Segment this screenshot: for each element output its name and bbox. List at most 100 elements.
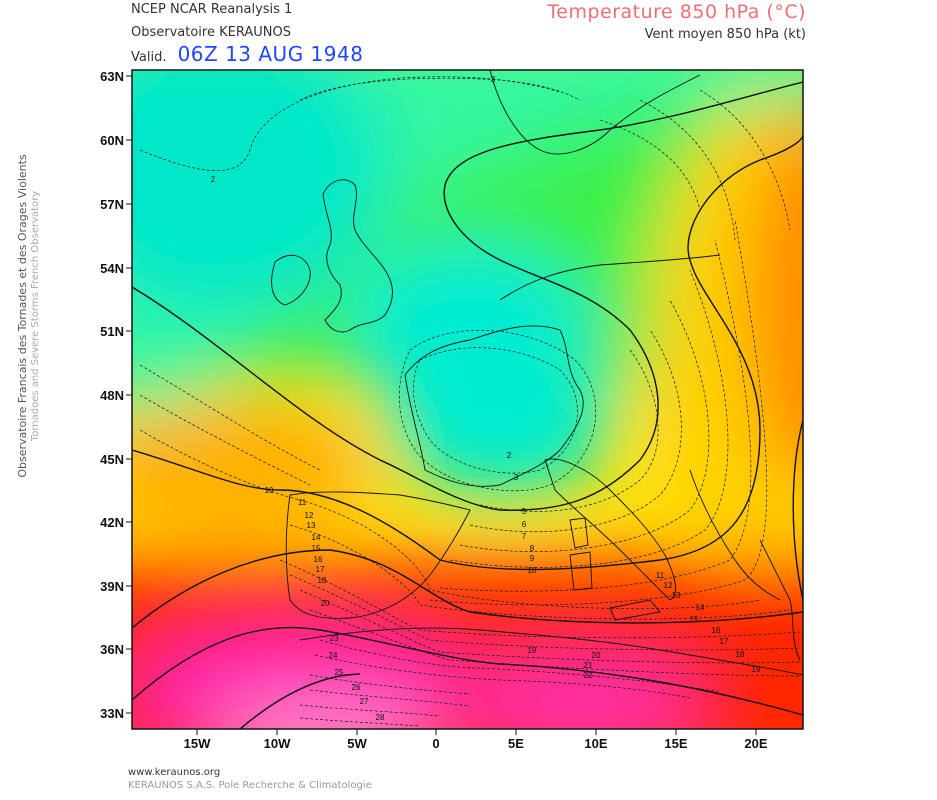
lat-label-54n: 54N	[100, 261, 124, 276]
label-27: 27	[360, 697, 369, 706]
lat-label-45n: 45N	[100, 452, 124, 467]
lat-label-39n: 39N	[100, 579, 124, 594]
isotherm-20-east	[792, 419, 803, 601]
label-3-france: 3	[514, 473, 519, 482]
label-bold-10-west: 10	[265, 486, 274, 495]
contour-labels: 10 10 15 15 20 25 2 2 3 3 5 6 7 8 9 11 1…	[211, 75, 761, 722]
label-11-east: 11	[656, 571, 665, 580]
field-magenta-africa	[132, 630, 470, 729]
label-11-west: 11	[298, 498, 307, 507]
thin-isotherms	[139, 76, 801, 727]
isotherm-16	[279, 559, 801, 639]
label-8: 8	[530, 544, 535, 553]
label-21: 21	[584, 661, 593, 670]
lon-label-5e: 5E	[508, 736, 524, 751]
label-18-east: 18	[736, 650, 745, 659]
isotherm-26	[309, 689, 471, 707]
valid-date-group: Valid. 06Z 13 AUG 1948	[131, 42, 363, 66]
field-magenta-east	[460, 665, 700, 729]
lat-label-33n: 33N	[100, 706, 124, 721]
isotherm-east-b	[639, 99, 736, 241]
lat-label-48n: 48N	[100, 388, 124, 403]
isotherm-10	[132, 134, 803, 571]
field-pink-core	[210, 700, 430, 729]
coast-ireland	[271, 254, 311, 306]
isotherm-3-france	[398, 329, 596, 492]
label-bold-15-west: 15	[312, 544, 321, 553]
isotherm-atlantic-a	[139, 364, 321, 471]
label-19-west: 19	[528, 646, 537, 655]
coast-north-africa	[299, 627, 803, 676]
label-13-east: 13	[672, 591, 681, 600]
coast-sardinia	[569, 551, 593, 591]
isotherm-8	[459, 299, 710, 552]
temperature-field: 10 10 15 15 20 25 2 2 3 3 5 6 7 8 9 11 1…	[132, 70, 803, 729]
footer-credit: KERAUNOS S.A.S. Pole Recherche & Climato…	[128, 780, 372, 791]
lon-labels: 15W 10W 5W 0 5E 10E 15E 20E	[184, 736, 768, 751]
label-6: 6	[522, 520, 527, 529]
source-line-2: Observatoire KERAUNOS	[131, 25, 291, 40]
valid-date: 06Z 13 AUG 1948	[177, 42, 364, 66]
isotherm-21	[319, 639, 721, 693]
lat-label-42n: 42N	[100, 515, 124, 530]
isotherm-east-c	[699, 89, 791, 231]
isotherm-5	[132, 81, 803, 511]
isotherm-13	[299, 499, 761, 610]
isotherm-14	[289, 524, 791, 620]
lon-ticks	[196, 729, 757, 735]
coast-adriatic-east	[689, 469, 781, 601]
label-24: 24	[329, 651, 338, 660]
coast-scandinavia	[489, 70, 701, 155]
label-19-east: 19	[752, 665, 761, 674]
lon-label-10e: 10E	[584, 736, 607, 751]
isotherm-24	[309, 674, 471, 695]
isotherm-22	[314, 654, 691, 699]
bold-isotherms	[132, 81, 803, 729]
label-13-west: 13	[307, 521, 316, 530]
isotherm-15	[132, 549, 803, 629]
isotherm-9	[449, 269, 729, 568]
isotherm-19	[309, 609, 801, 677]
isotherm-atlantic-b	[139, 394, 311, 486]
isotherm-17	[289, 574, 801, 651]
field-orange-atlantic	[132, 400, 370, 540]
label-22: 22	[584, 671, 593, 680]
label-23: 23	[330, 634, 339, 643]
isotherm-6	[479, 349, 659, 512]
label-9: 9	[530, 554, 535, 563]
coast-greece	[759, 539, 801, 661]
label-12-west: 12	[305, 511, 314, 520]
map-frame	[131, 69, 804, 730]
lat-label-51n: 51N	[100, 324, 124, 339]
lat-labels: 63N 60N 57N 54N 51N 48N 45N 42N 39N 36N …	[100, 69, 124, 721]
field-cold-france	[385, 340, 615, 500]
lon-label-10w: 10W	[264, 736, 291, 751]
map-subtitle: Vent moyen 850 hPa (kt)	[644, 27, 806, 42]
label-17-east: 17	[720, 637, 729, 646]
coast-france	[404, 325, 584, 487]
coastlines	[271, 70, 803, 676]
coast-italy	[544, 458, 676, 601]
isotherm-3-north	[299, 77, 581, 101]
lon-label-0: 0	[432, 736, 439, 751]
label-2-france: 2	[507, 451, 512, 460]
label-bold-15-east: 15	[690, 615, 699, 624]
isotherm-12	[429, 219, 768, 606]
label-20-west: 20	[321, 599, 330, 608]
coast-great-britain	[322, 179, 393, 333]
label-28: 28	[376, 713, 385, 722]
label-14-west: 14	[312, 533, 321, 542]
lat-label-57n: 57N	[100, 197, 124, 212]
label-3-north: 3	[491, 75, 496, 84]
label-26: 26	[352, 683, 361, 692]
label-bold-20: 20	[592, 651, 601, 660]
lat-label-36n: 36N	[100, 642, 124, 657]
label-12-east: 12	[664, 581, 673, 590]
footer-url: www.keraunos.org	[128, 767, 221, 778]
label-bold-10-east: 10	[528, 566, 537, 575]
coast-iberia	[285, 491, 471, 619]
valid-label: Valid.	[131, 50, 167, 65]
isotherm-20	[132, 626, 803, 716]
isotherm-25	[239, 673, 361, 729]
